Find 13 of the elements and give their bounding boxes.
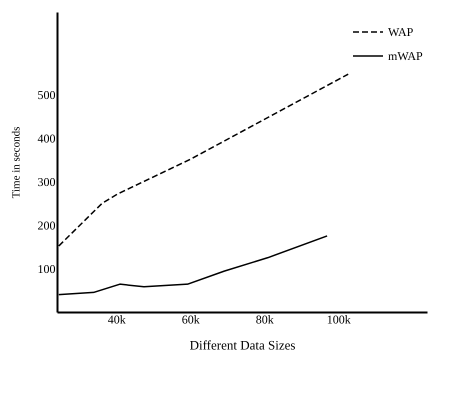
y-tick-label: 400 (38, 132, 56, 146)
y-tick-label: 200 (38, 218, 56, 233)
y-axis-title: Time in seconds (10, 126, 22, 198)
x-tick-label: 60k (182, 312, 200, 326)
x-tick-label: 40k (108, 312, 126, 326)
y-tick-label: 300 (38, 175, 56, 190)
x-tick-label: 100k (326, 312, 351, 326)
legend-label: mWAP (388, 49, 423, 63)
legend-label: WAP (388, 25, 414, 39)
x-axis-title: Different Data Sizes (190, 338, 296, 352)
x-tick-label: 80k (256, 312, 274, 326)
y-tick-label: 100 (38, 262, 56, 276)
y-tick-label: 500 (38, 88, 56, 102)
